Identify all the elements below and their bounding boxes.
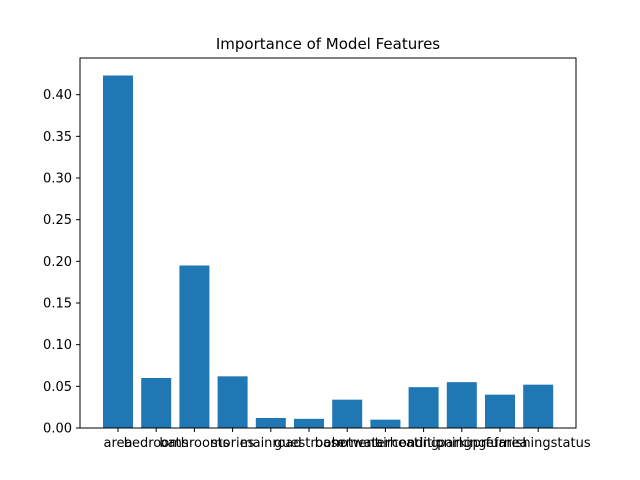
- x-tick-label: guestroom: [274, 436, 344, 451]
- y-tick-label: 0.30: [43, 172, 72, 187]
- x-tick-label: bathrooms: [159, 436, 229, 451]
- y-tick-label: 0.00: [43, 422, 72, 437]
- bar-area: [103, 75, 133, 428]
- x-tick-label: airconditioning: [375, 436, 472, 451]
- y-tick-label: 0.35: [43, 130, 72, 145]
- x-tick-label: stories: [211, 436, 255, 451]
- bar-bathrooms: [179, 265, 210, 428]
- bar-stories: [217, 376, 248, 428]
- y-tick-label: 0.05: [43, 380, 72, 395]
- x-tick-label: bedrooms: [124, 436, 189, 451]
- y-axis: 0.00 0.05 0.10 0.15 0.20 0.25 0.30 0.35 0.40: [43, 88, 80, 437]
- chart-title: Importance of Model Features: [216, 35, 440, 53]
- x-tick-label: mainroad: [240, 436, 302, 451]
- bar-basement: [332, 399, 363, 428]
- y-tick-label: 0.40: [43, 88, 72, 103]
- y-tick-label: 0.10: [43, 338, 72, 353]
- x-axis: areabedroomsbathroomsstoriesmainroadgues…: [104, 428, 591, 451]
- bar-parking: [446, 382, 477, 428]
- y-tick-label: 0.15: [43, 297, 72, 312]
- bar-guestroom: [294, 418, 324, 428]
- x-tick-label: area: [104, 436, 133, 451]
- bar-furnishingstatus: [523, 384, 554, 428]
- x-tick-label: parking: [437, 436, 486, 451]
- plot-frame: [79, 57, 577, 429]
- bar-airconditioning: [408, 387, 439, 428]
- x-tick-label: prefarea: [473, 436, 528, 451]
- bar-hotwaterheating: [370, 419, 401, 428]
- bar-prefarea: [485, 394, 515, 428]
- bar-bedrooms: [141, 378, 172, 428]
- bar-mainroad: [255, 418, 286, 428]
- bars-group: [103, 75, 554, 428]
- x-tick-label: hotwaterheating: [332, 436, 440, 451]
- y-tick-label: 0.25: [43, 213, 72, 228]
- x-tick-label: basement: [315, 436, 380, 451]
- y-tick-label: 0.20: [43, 255, 72, 270]
- x-tick-label: furnishingstatus: [486, 436, 591, 451]
